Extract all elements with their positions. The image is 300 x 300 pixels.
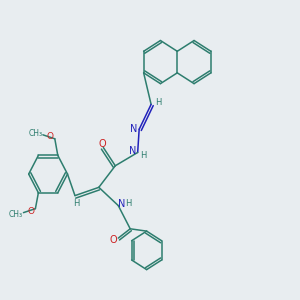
Text: O: O	[27, 207, 34, 216]
Text: N: N	[130, 124, 137, 134]
Text: H: H	[125, 200, 132, 208]
Text: O: O	[47, 132, 54, 141]
Text: H: H	[140, 151, 146, 160]
Text: N: N	[129, 146, 136, 156]
Text: O: O	[98, 139, 106, 148]
Text: H: H	[73, 200, 79, 208]
Text: N: N	[118, 199, 125, 209]
Text: CH₃: CH₃	[29, 129, 43, 138]
Text: CH₃: CH₃	[9, 210, 23, 219]
Text: H: H	[155, 98, 162, 107]
Text: O: O	[109, 235, 117, 245]
